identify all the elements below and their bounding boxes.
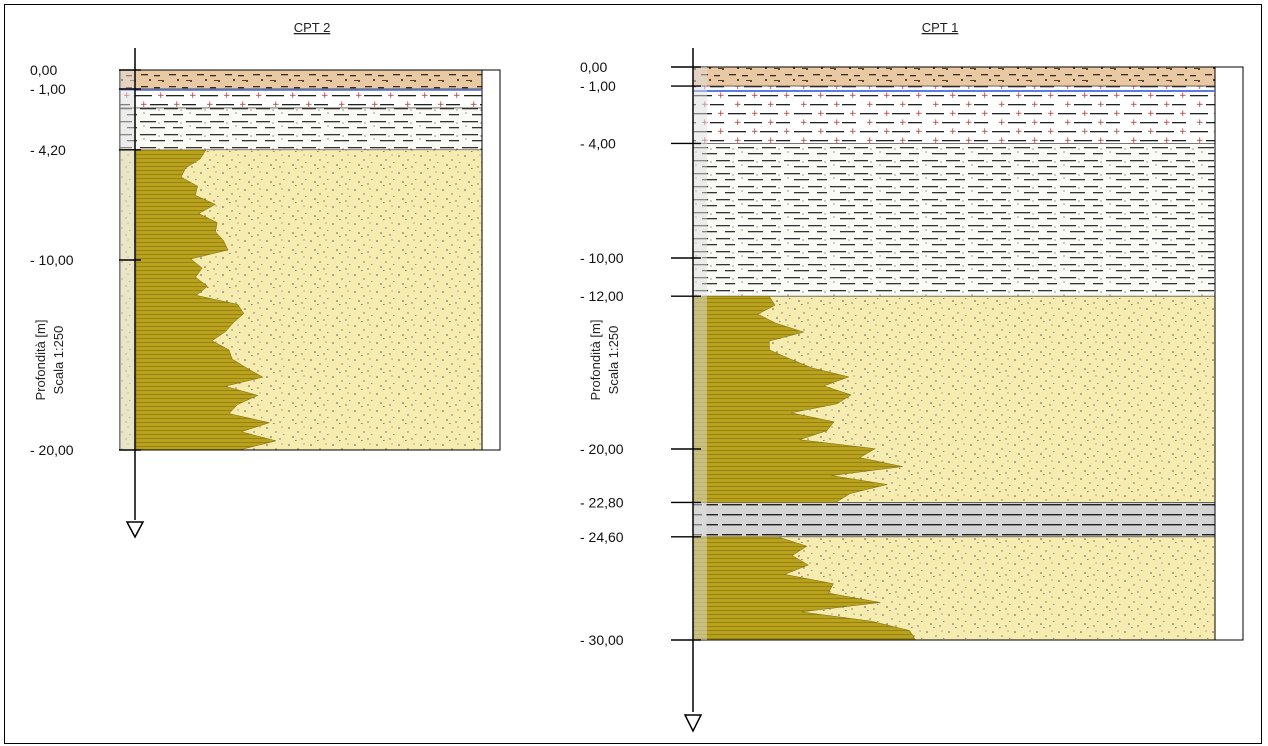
cpt1-depth-ruler	[693, 67, 707, 640]
cpt1-depth-label: - 4,00	[580, 135, 616, 151]
cpt1-depth-label: - 20,00	[580, 441, 624, 457]
cpt2-layer-fill	[119, 69, 483, 90]
cpt1-unit-strip	[1214, 66, 1244, 641]
cpt2-depth-label: - 4,20	[30, 142, 66, 158]
cpt1-depth-label: - 1,00	[580, 78, 616, 94]
cpt1-axis-label-depth: Profondità [m]	[588, 320, 603, 401]
cpt1-layer-clay	[692, 85, 1216, 144]
cpt2-layer-silt	[119, 107, 483, 151]
cpt1-axis-arrow-icon	[683, 714, 703, 733]
cpt2-profile: CPT 2 S0S1S2S3 0,00- 1,00- 4,20- 10,00- …	[30, 20, 501, 539]
cpt2-unit-strip	[481, 69, 501, 451]
cpt2-depth-ticks: 0,00 - 1,00 - 4,20 - 10,00 - 20,00	[30, 62, 141, 458]
cpt1-title: CPT 1	[922, 20, 959, 35]
cpt1-depth-label: 0,00	[580, 59, 607, 75]
cpt2-axis-label-depth: Profondità [m]	[33, 320, 48, 401]
cpt1-layer-grey	[692, 502, 1216, 538]
cpt1-layer-silt	[692, 143, 1216, 297]
cpt1-depth-ticks: 0,00 - 1,00 - 4,00 - 10,00 - 12,00 - 20,00 - 2…	[580, 59, 701, 648]
cpt2-resistance-trace	[135, 149, 277, 451]
cpt1-layer-fill	[692, 66, 1216, 87]
cpt2-depth-label: - 20,00	[30, 442, 74, 458]
cpt2-axis-label-scale: Scala 1:250	[51, 326, 66, 395]
cpt1-resistance-trace	[693, 295, 916, 641]
cpt2-title: CPT 2	[294, 20, 331, 35]
cpt1-depth-label: - 10,00	[580, 250, 624, 266]
cpt2-axis-arrow-icon	[125, 521, 145, 539]
cpt2-layer-clay	[119, 88, 483, 109]
cpt2-depth-label: - 10,00	[30, 252, 74, 268]
cpt1-depth-label: - 30,00	[580, 632, 624, 648]
cpt1-depth-label: - 22,80	[580, 494, 624, 510]
cpt1-depth-label: - 12,00	[580, 288, 624, 304]
cpt1-axis-label-scale: Scala 1:250	[606, 326, 621, 395]
cpt2-depth-label: - 1,00	[30, 81, 66, 97]
cpt1-depth-label: - 24,60	[580, 529, 624, 545]
figure-frame	[4, 4, 1262, 744]
cpt2-depth-label: 0,00	[30, 62, 57, 78]
cpt1-profile: CPT 1 S0S1S2S3S4S5 0,00- 1,00- 4,00- 10,…	[580, 20, 1244, 733]
